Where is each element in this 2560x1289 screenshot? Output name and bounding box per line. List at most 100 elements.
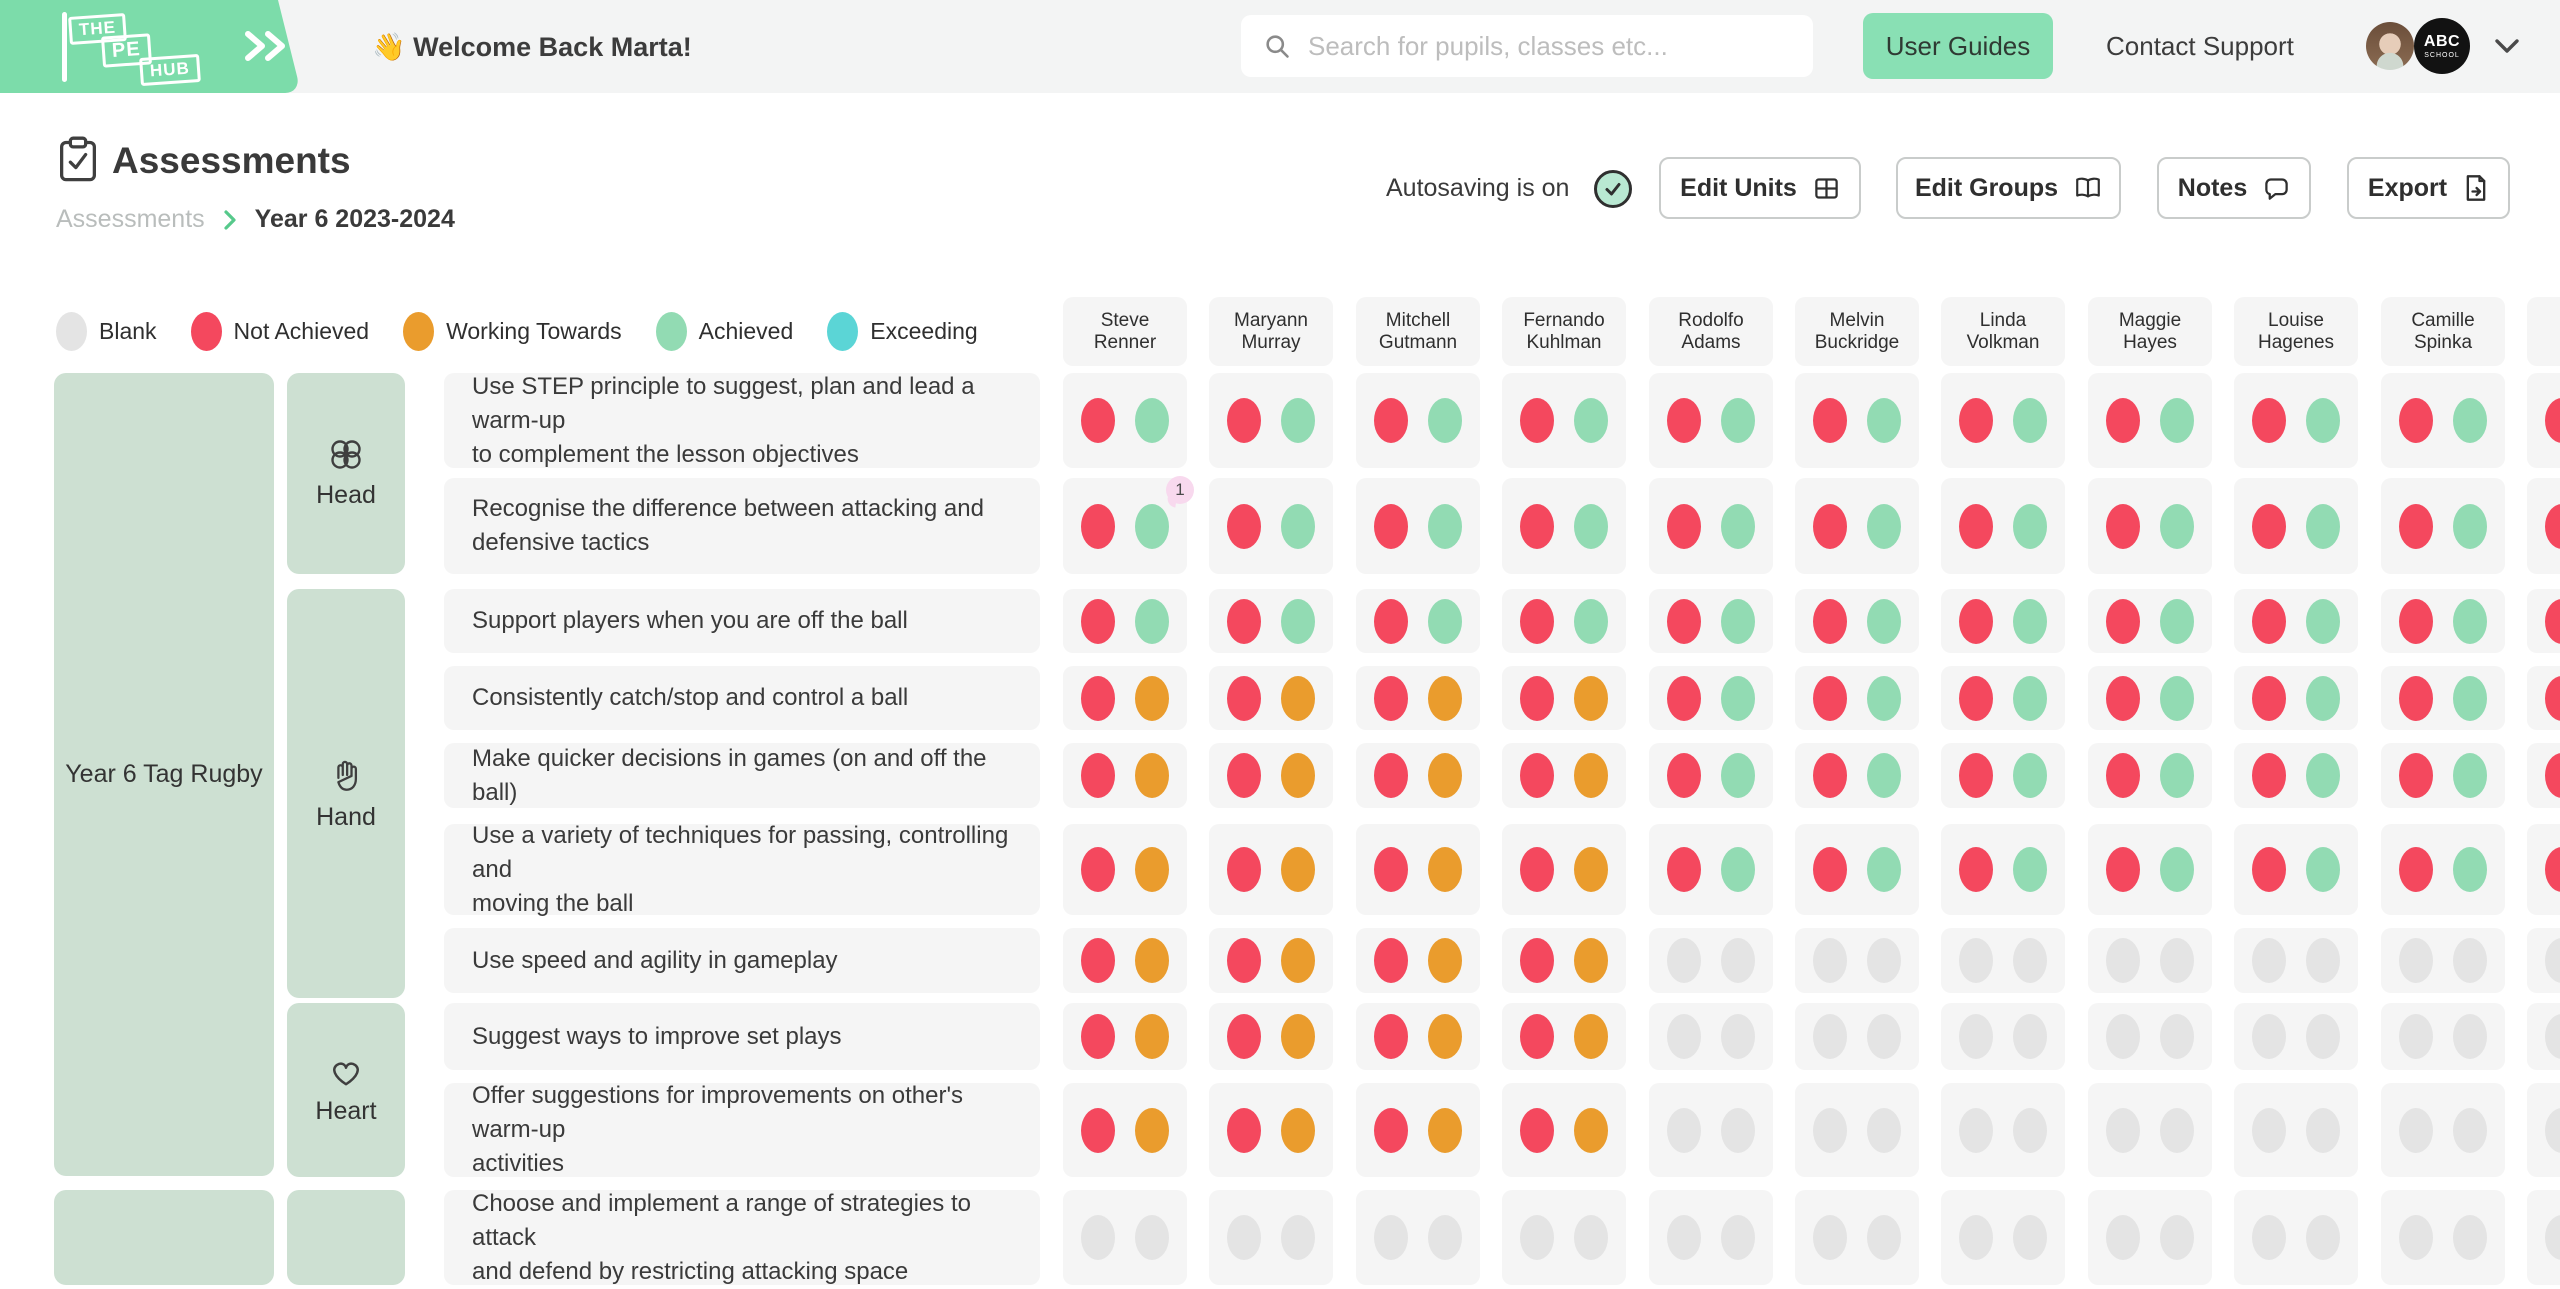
assessment-dot-left[interactable]: [1374, 1215, 1408, 1260]
assessment-dot-left[interactable]: [2399, 753, 2433, 798]
assessment-dot-left[interactable]: [1667, 503, 1701, 549]
account-menu-button[interactable]: [2490, 33, 2524, 59]
assessment-dot-left[interactable]: [2252, 1014, 2286, 1059]
pupil-header[interactable]: Rodolfo Adams: [1649, 297, 1773, 366]
assessment-dot-left[interactable]: [1081, 1215, 1115, 1260]
assessment-dot-right[interactable]: [2013, 598, 2047, 644]
assessment-dot-left[interactable]: [1667, 847, 1701, 892]
assessment-dot-right[interactable]: [2306, 938, 2340, 983]
assessment-dot-left[interactable]: [1959, 398, 1993, 443]
assessment-dot-left[interactable]: [1959, 503, 1993, 549]
assessment-dot-right[interactable]: [1867, 847, 1901, 892]
unit-card-next[interactable]: [54, 1190, 274, 1285]
unit-card[interactable]: Year 6 Tag Rugby: [54, 373, 274, 1176]
assessment-dot-right[interactable]: [2013, 1014, 2047, 1059]
user-guides-button[interactable]: User Guides: [1863, 13, 2053, 79]
assessment-dot-left[interactable]: [1959, 1107, 1993, 1153]
assessment-dot-left[interactable]: [2106, 598, 2140, 644]
assessment-dot-left[interactable]: [2399, 1107, 2433, 1153]
assessment-dot-left[interactable]: [2106, 938, 2140, 983]
assessment-dot-right[interactable]: [1428, 1215, 1462, 1260]
assessment-dot-left[interactable]: [1227, 398, 1261, 443]
assessment-dot-left[interactable]: [2399, 675, 2433, 721]
edit-groups-button[interactable]: Edit Groups: [1896, 157, 2121, 219]
assessment-dot-left[interactable]: [1520, 753, 1554, 798]
assessment-dot-right[interactable]: [1281, 398, 1315, 443]
assessment-dot-right[interactable]: [1867, 503, 1901, 549]
assessment-dot-right[interactable]: [1428, 598, 1462, 644]
assessment-dot-right[interactable]: [1281, 1107, 1315, 1153]
assessment-dot-left[interactable]: [1081, 398, 1115, 443]
assessment-dot-right[interactable]: [1135, 675, 1169, 721]
assessment-dot-right[interactable]: [1867, 398, 1901, 443]
assessment-dot-right[interactable]: [1281, 1215, 1315, 1260]
assessment-dot-right[interactable]: [2453, 1107, 2487, 1153]
assessment-dot-right[interactable]: [1867, 675, 1901, 721]
assessment-dot-left[interactable]: [1227, 847, 1261, 892]
assessment-dot-left[interactable]: [2252, 938, 2286, 983]
assessment-dot-left[interactable]: [1374, 398, 1408, 443]
search-input[interactable]: [1306, 29, 1791, 63]
assessment-dot-right[interactable]: [2160, 1107, 2194, 1153]
assessment-dot-right[interactable]: [2160, 847, 2194, 892]
assessment-dot-left[interactable]: [1520, 503, 1554, 549]
assessment-dot-right[interactable]: [2160, 1215, 2194, 1260]
assessment-dot-left[interactable]: [1667, 1215, 1701, 1260]
assessment-dot-right[interactable]: [2160, 938, 2194, 983]
assessment-dot-right[interactable]: [1428, 1107, 1462, 1153]
assessment-dot-right[interactable]: [2453, 938, 2487, 983]
assessment-dot-right[interactable]: [1721, 675, 1755, 721]
assessment-dot-right[interactable]: [1281, 503, 1315, 549]
user-avatar[interactable]: [2366, 22, 2414, 70]
assessment-dot-right[interactable]: [2453, 503, 2487, 549]
assessment-dot-right[interactable]: [1428, 398, 1462, 443]
assessment-dot-left[interactable]: [1813, 503, 1847, 549]
assessment-dot-left[interactable]: [2106, 675, 2140, 721]
assessment-dot-right[interactable]: [2013, 753, 2047, 798]
assessment-dot-left[interactable]: [2399, 598, 2433, 644]
assessment-dot-right[interactable]: [1867, 598, 1901, 644]
assessment-dot-left[interactable]: [2545, 1215, 2560, 1260]
assessment-dot-right[interactable]: [1574, 847, 1608, 892]
assessment-dot-left[interactable]: [1813, 1215, 1847, 1260]
assessment-dot-left[interactable]: [2252, 753, 2286, 798]
assessment-dot-right[interactable]: [1281, 938, 1315, 983]
assessment-dot-right[interactable]: [1428, 753, 1462, 798]
assessment-dot-left[interactable]: [1227, 1014, 1261, 1059]
assessment-dot-left[interactable]: [1374, 1014, 1408, 1059]
assessment-dot-left[interactable]: [1520, 847, 1554, 892]
assessment-dot-right[interactable]: [1721, 1014, 1755, 1059]
pupil-header[interactable]: Steve Renner: [1063, 297, 1187, 366]
assessment-dot-right[interactable]: [1135, 1215, 1169, 1260]
assessment-dot-left[interactable]: [1520, 598, 1554, 644]
assessment-dot-right[interactable]: [1135, 1107, 1169, 1153]
assessment-dot-left[interactable]: [2545, 598, 2560, 644]
assessment-dot-right[interactable]: [2013, 503, 2047, 549]
assessment-dot-left[interactable]: [2399, 1215, 2433, 1260]
notes-button[interactable]: Notes: [2157, 157, 2311, 219]
edit-units-button[interactable]: Edit Units: [1659, 157, 1861, 219]
assessment-dot-left[interactable]: [1813, 398, 1847, 443]
assessment-dot-left[interactable]: [1959, 1215, 1993, 1260]
pupil-header[interactable]: Mitchell Gutmann: [1356, 297, 1480, 366]
assessment-dot-right[interactable]: [2160, 598, 2194, 644]
assessment-dot-left[interactable]: [2252, 675, 2286, 721]
assessment-dot-left[interactable]: [1081, 1107, 1115, 1153]
assessment-dot-left[interactable]: [2545, 847, 2560, 892]
assessment-dot-left[interactable]: [2399, 938, 2433, 983]
sidebar-expand-button[interactable]: [238, 22, 294, 70]
assessment-dot-left[interactable]: [2252, 598, 2286, 644]
assessment-dot-left[interactable]: [1520, 1014, 1554, 1059]
assessment-dot-left[interactable]: [1081, 753, 1115, 798]
assessment-dot-left[interactable]: [1081, 1014, 1115, 1059]
assessment-dot-left[interactable]: [1227, 503, 1261, 549]
assessment-dot-right[interactable]: [2306, 398, 2340, 443]
assessment-dot-right[interactable]: [2160, 1014, 2194, 1059]
assessment-dot-left[interactable]: [1813, 847, 1847, 892]
assessment-dot-left[interactable]: [1374, 753, 1408, 798]
assessment-dot-left[interactable]: [1081, 938, 1115, 983]
assessment-dot-left[interactable]: [1959, 938, 1993, 983]
assessment-dot-right[interactable]: [2013, 938, 2047, 983]
assessment-dot-left[interactable]: [1667, 753, 1701, 798]
assessment-dot-right[interactable]: [1428, 1014, 1462, 1059]
